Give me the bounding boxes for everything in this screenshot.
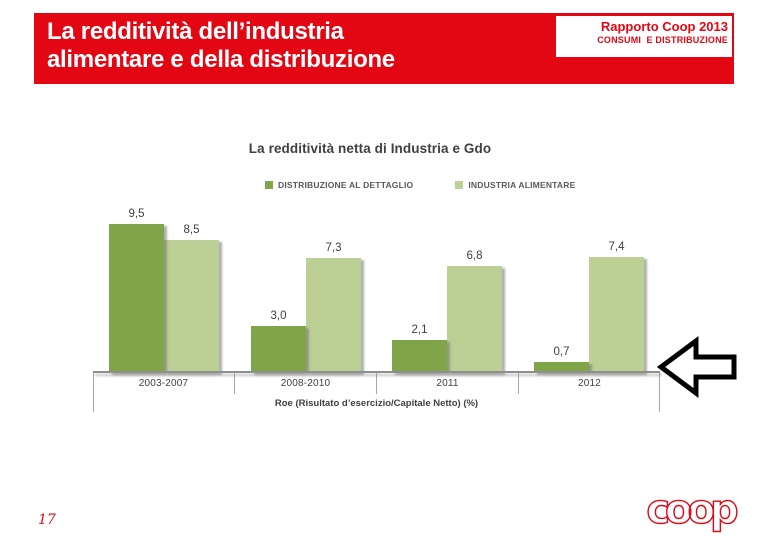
- category-label: 2003-2007: [93, 373, 235, 394]
- bar-industria-alimentare-2008-2010: [306, 258, 361, 373]
- bar-industria-alimentare-2011: [447, 266, 502, 373]
- slide-title: La redditività dell’industria alimentare…: [47, 18, 395, 74]
- bar-industria-alimentare-2012: [589, 257, 644, 373]
- category-label: 2008-2010: [235, 373, 377, 394]
- slide-title-line1: La redditività dell’industria: [47, 18, 344, 45]
- value-label: 3,0: [270, 310, 287, 322]
- value-label: 2,1: [411, 324, 428, 336]
- report-name: Rapporto Coop 2013: [600, 19, 728, 34]
- category-label: 2012: [577, 378, 602, 389]
- report-badge: Rapporto Coop 2013 CONSUMI E DISTRIBUZIO…: [556, 16, 732, 57]
- legend-item-distribuzione: DISTRIBUZIONE AL DETTAGLIO: [265, 180, 413, 190]
- legend-swatch-light-green: [455, 181, 464, 189]
- axis-frame: [93, 373, 660, 412]
- report-subtitle: CONSUMI E DISTRIBUZIONE: [597, 35, 728, 45]
- legend-label: INDUSTRIA ALIMENTARE: [468, 180, 576, 190]
- coop-logo-icon: coop: [646, 486, 743, 533]
- left-arrow-icon: [656, 336, 737, 398]
- header-band: La redditività dell’industria alimentare…: [34, 13, 734, 84]
- value-label: 6,8: [466, 250, 483, 262]
- category-axis: 2003-2007 2008-2010 2011 2012: [93, 373, 660, 394]
- chart-title: La redditività netta di Industria e Gdo: [248, 141, 492, 156]
- value-label: 7,4: [608, 241, 625, 253]
- value-label: 9,5: [128, 208, 145, 220]
- value-label: 0,7: [553, 346, 570, 358]
- value-label: 7,3: [325, 242, 342, 254]
- x-axis-title: Roe (Risultato d’esercizio/Capitale Nett…: [274, 398, 479, 409]
- coop-logo: coop: [640, 486, 743, 540]
- chart-legend: DISTRIBUZIONE AL DETTAGLIO INDUSTRIA ALI…: [265, 180, 575, 190]
- slide-title-line2: alimentare e della distribuzione: [47, 46, 395, 73]
- bar-industria-alimentare-2003-2007: [164, 240, 219, 373]
- bar-distribuzione-al-dettaglio-2003-2007: [109, 224, 164, 373]
- bar-distribuzione-al-dettaglio-2011: [392, 340, 447, 373]
- x-axis-line: [93, 371, 660, 373]
- legend-item-industria: INDUSTRIA ALIMENTARE: [455, 180, 575, 190]
- annotation-arrow: [656, 336, 739, 398]
- plot-area: 9,5 3,0 2,1 0,7 8,5 7,3 6,8 7,4: [93, 195, 660, 373]
- bar-distribuzione-al-dettaglio-2012: [534, 362, 589, 373]
- legend-label: DISTRIBUZIONE AL DETTAGLIO: [278, 180, 414, 190]
- svg-text:coop: coop: [646, 488, 737, 533]
- category-label: 2011: [377, 373, 519, 394]
- value-label: 8,5: [183, 224, 200, 236]
- page-number: 17: [38, 512, 56, 528]
- legend-swatch-dark-green: [265, 181, 273, 189]
- bar-distribuzione-al-dettaglio-2008-2010: [251, 326, 306, 373]
